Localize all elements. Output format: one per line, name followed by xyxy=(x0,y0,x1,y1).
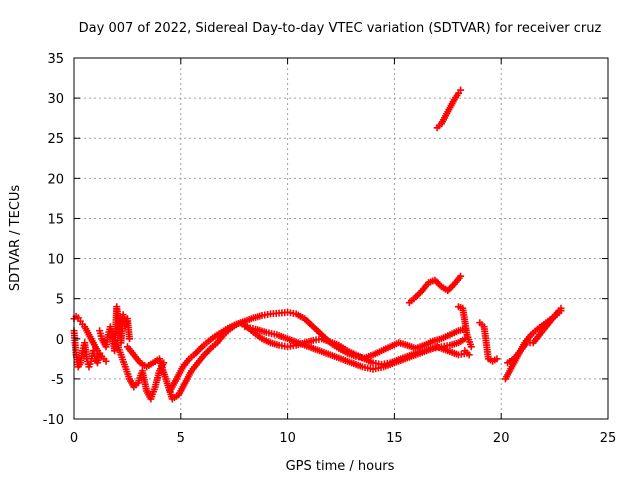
data-point xyxy=(126,335,134,343)
y-tick-label: 15 xyxy=(47,212,64,227)
series-trace-9 xyxy=(433,86,465,132)
series-trace-6 xyxy=(166,319,469,395)
grid xyxy=(74,58,608,419)
series-trace-11 xyxy=(461,347,473,359)
series-trace-14 xyxy=(504,304,565,367)
data-point xyxy=(493,355,501,363)
y-tick-label: 0 xyxy=(56,333,64,348)
x-tick-label: 5 xyxy=(177,431,185,446)
x-tick-label: 20 xyxy=(493,431,510,446)
y-tick-label: 5 xyxy=(56,293,64,308)
y-tick-label: 20 xyxy=(47,172,64,187)
x-tick-label: 25 xyxy=(600,431,617,446)
y-tick-label: -10 xyxy=(43,413,64,428)
x-tick-label: 10 xyxy=(279,431,296,446)
x-axis-label: GPS time / hours xyxy=(286,459,395,474)
data-point xyxy=(467,343,475,351)
x-tick-label: 0 xyxy=(70,431,78,446)
plot-area-data xyxy=(70,86,565,403)
y-tick-label: 30 xyxy=(47,92,64,107)
data-point xyxy=(457,272,465,280)
y-tick-label: 25 xyxy=(47,132,64,147)
plot-border xyxy=(73,57,609,420)
series-trace-12 xyxy=(476,319,501,365)
data-point xyxy=(457,86,465,94)
y-tick-label: 10 xyxy=(47,253,64,268)
series-trace-3 xyxy=(96,303,134,355)
data-point xyxy=(465,351,473,359)
y-tick-label: -5 xyxy=(51,373,64,388)
x-tick-label: 15 xyxy=(386,431,403,446)
data-point xyxy=(557,304,565,312)
axis-ticks: 0 5 10 15 20 25 -10 -5 0 5 10 15 20 25 30 35 xyxy=(43,52,617,446)
series-trace-10 xyxy=(454,303,475,351)
y-axis-label: SDTVAR / TECUs xyxy=(8,185,23,292)
series-trace-4 xyxy=(113,339,168,403)
series-trace-8 xyxy=(405,272,465,307)
y-tick-label: 35 xyxy=(47,52,64,67)
data-point xyxy=(102,357,110,365)
series-trace-2 xyxy=(70,312,110,365)
series-trace-7 xyxy=(241,323,471,373)
chart-title: Day 007 of 2022, Sidereal Day-to-day VTE… xyxy=(79,21,602,36)
